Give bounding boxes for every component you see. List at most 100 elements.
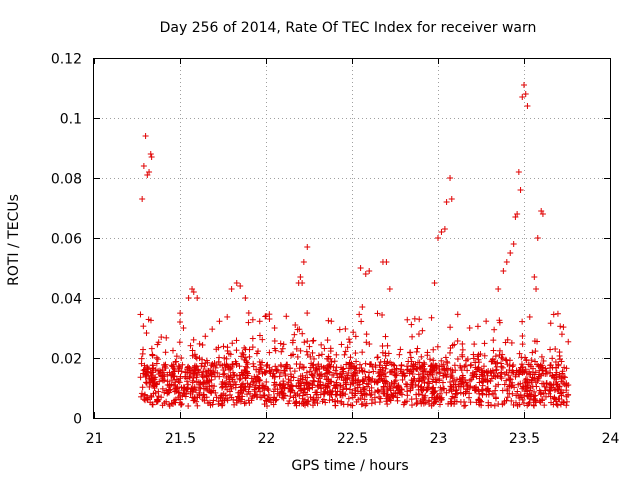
data-point <box>379 311 386 318</box>
data-point <box>485 387 492 394</box>
data-point <box>374 310 381 317</box>
data-point <box>421 361 428 368</box>
data-point <box>522 91 529 97</box>
data-point <box>291 368 298 375</box>
data-point <box>332 398 339 405</box>
data-point <box>383 362 390 369</box>
data-point <box>390 361 397 368</box>
data-point <box>529 349 536 356</box>
data-point <box>277 369 284 376</box>
data-point <box>338 374 345 381</box>
data-point <box>388 379 395 386</box>
data-point <box>464 356 471 363</box>
data-point <box>491 326 498 333</box>
data-point <box>422 399 429 406</box>
data-point <box>382 352 389 359</box>
data-point <box>226 388 233 395</box>
data-point <box>500 268 507 274</box>
data-point <box>228 394 235 401</box>
data-point <box>233 347 240 354</box>
data-point <box>207 367 214 374</box>
data-point <box>428 362 435 369</box>
data-point <box>309 338 316 345</box>
data-point <box>476 397 483 404</box>
data-point <box>154 356 161 363</box>
data-point <box>280 380 287 387</box>
data-point <box>521 369 528 376</box>
data-point <box>238 390 245 397</box>
data-point <box>533 286 540 292</box>
data-point <box>382 333 389 340</box>
data-point <box>347 386 354 393</box>
data-point <box>175 394 182 401</box>
data-point <box>185 402 192 409</box>
data-point <box>400 401 407 408</box>
data-point <box>256 382 263 389</box>
data-point <box>185 381 192 388</box>
data-point <box>202 333 209 340</box>
data-point <box>169 347 176 354</box>
data-point <box>346 359 353 366</box>
data-point <box>330 364 337 371</box>
data-point <box>467 399 474 406</box>
data-point <box>522 366 529 373</box>
data-point <box>463 382 470 389</box>
data-point <box>519 341 526 348</box>
data-point <box>550 311 557 318</box>
data-point <box>428 314 435 321</box>
data-point <box>513 392 520 399</box>
data-point <box>499 355 506 362</box>
data-point <box>507 375 514 382</box>
data-point <box>561 364 568 371</box>
data-point <box>356 361 363 368</box>
data-point <box>343 361 350 368</box>
data-point <box>502 339 509 346</box>
data-point <box>224 313 231 320</box>
data-point <box>371 379 378 386</box>
data-point <box>563 398 570 405</box>
data-point <box>351 362 358 369</box>
data-point <box>407 349 414 356</box>
data-point <box>433 379 440 386</box>
data-point <box>285 400 292 407</box>
data-point <box>293 345 300 352</box>
data-point <box>242 374 249 381</box>
data-point <box>396 351 403 358</box>
data-point <box>359 304 366 310</box>
data-point <box>344 376 351 383</box>
data-point <box>299 330 306 337</box>
data-point <box>508 397 515 404</box>
data-point <box>532 392 539 399</box>
data-point <box>244 370 251 377</box>
data-point <box>526 399 533 406</box>
data-point <box>528 357 535 364</box>
data-point <box>436 369 443 376</box>
data-point <box>140 367 147 374</box>
data-point <box>434 394 441 401</box>
data-point <box>408 381 415 388</box>
data-point <box>459 351 466 358</box>
data-point <box>271 325 278 331</box>
data-point <box>333 370 340 377</box>
data-point <box>276 381 283 388</box>
data-point <box>188 385 195 392</box>
data-point <box>223 381 230 388</box>
data-point <box>310 337 317 344</box>
data-point <box>160 361 167 368</box>
data-point <box>200 392 207 399</box>
data-point <box>499 401 506 408</box>
data-point <box>534 361 541 368</box>
data-point <box>151 383 158 390</box>
data-point <box>547 320 554 327</box>
data-point <box>228 286 235 292</box>
data-point <box>289 339 296 346</box>
data-point <box>264 396 271 403</box>
data-point <box>382 373 389 380</box>
data-point <box>163 398 170 405</box>
data-point <box>459 346 466 353</box>
data-point <box>255 377 262 384</box>
data-point <box>215 358 222 365</box>
data-point <box>178 368 185 375</box>
data-point <box>441 366 448 373</box>
data-point <box>145 316 152 323</box>
